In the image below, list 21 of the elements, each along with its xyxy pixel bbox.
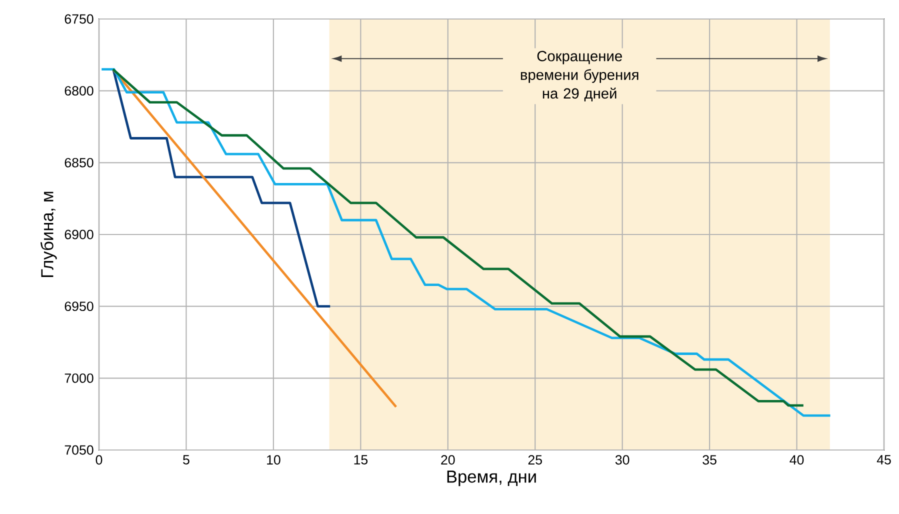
- line-series: [112, 68, 332, 308]
- y-tick-label: 6900: [64, 230, 94, 240]
- x-tick-label: 5: [183, 455, 190, 464]
- x-tick-label: 30: [615, 455, 630, 465]
- y-tick-label: 6850: [64, 158, 94, 168]
- x-tick-label: 0: [96, 455, 102, 465]
- x-tick-label: 25: [528, 455, 542, 465]
- y-axis-title: Глубина, м: [40, 192, 57, 277]
- x-tick-label: 45: [876, 455, 891, 464]
- x-tick-label: 10: [267, 455, 280, 465]
- y-tick-label: 6950: [64, 302, 94, 312]
- x-tick-label: 15: [354, 455, 368, 464]
- band-label: Сокращение времени бурения на 29 дней: [520, 50, 638, 102]
- x-tick-label: 40: [790, 455, 804, 465]
- y-tick-label: 6800: [64, 86, 94, 96]
- y-tick-label: 7050: [64, 445, 94, 455]
- x-axis-title: Время, дни: [447, 470, 536, 486]
- y-tick-label: 6750: [64, 14, 94, 24]
- y-tick-label: 7000: [64, 373, 94, 383]
- x-tick-label: 20: [441, 455, 455, 465]
- x-tick-label: 35: [702, 455, 716, 465]
